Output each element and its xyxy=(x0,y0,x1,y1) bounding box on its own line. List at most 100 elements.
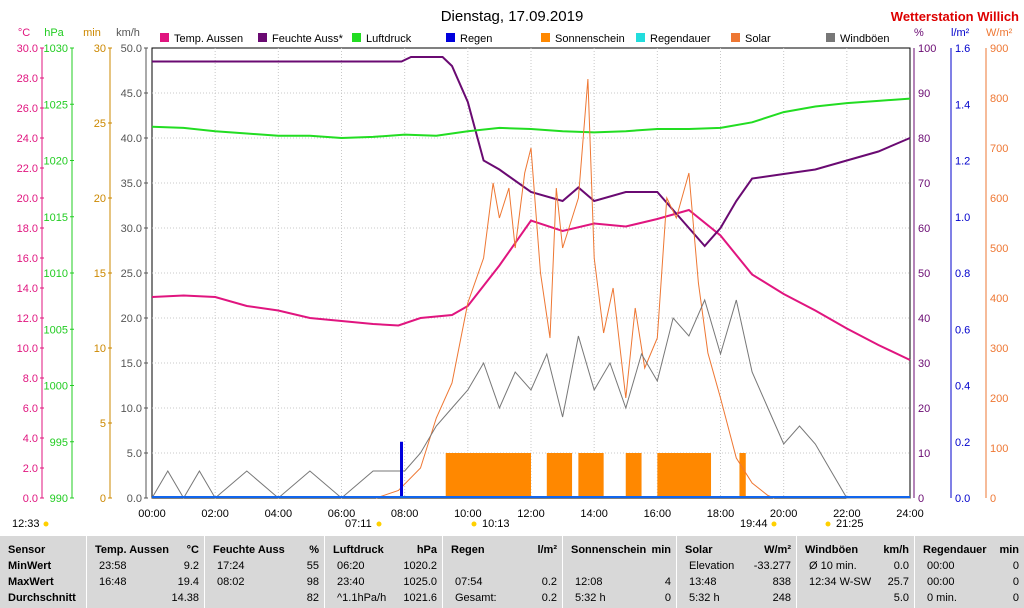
axis-tick-label: 50.0 xyxy=(121,43,142,55)
axis-tick-label: 800 xyxy=(990,93,1008,105)
marker-label: 10:13 xyxy=(482,518,510,530)
cell-value: 1025.0 xyxy=(403,576,437,588)
cell-time: 12:08 xyxy=(575,576,603,588)
column-unit: W/m² xyxy=(764,544,791,556)
weather-chart: Dienstag, 17.09.2019 Wetterstation Willi… xyxy=(12,8,1019,530)
axis-tick-label: 20.0 xyxy=(121,313,142,325)
cell-value: 0.2 xyxy=(541,576,557,588)
axis-tick-label: 14.0 xyxy=(17,283,38,295)
legend-swatch xyxy=(258,33,267,42)
sunshine-bar xyxy=(546,453,573,498)
series-line xyxy=(151,97,911,140)
axis-tick-label: 18.0 xyxy=(17,223,38,235)
axis-tick-label: 500 xyxy=(990,243,1008,255)
column-unit: l/m² xyxy=(537,544,557,556)
table-column: Solar W/m² Elevation -33.277 13:48 838 5:32 h 2… xyxy=(676,536,797,608)
x-tick-label: 14:00 xyxy=(580,508,608,520)
axis-tick-label: 30 xyxy=(94,43,106,55)
table-row-label: MinWert xyxy=(8,560,52,572)
axis-tick-label: 45.0 xyxy=(121,88,142,100)
axis-tick-label: 600 xyxy=(990,193,1008,205)
series-marks xyxy=(151,56,911,499)
axis-tick-label: 4.0 xyxy=(23,433,38,445)
table-column: Windböen km/h Ø 10 min. 0.0 12:34 W-SW 25.7 5.… xyxy=(796,536,915,608)
table-column: Regen l/m² 07:54 0.2 Gesamt: 0.2 xyxy=(442,536,563,608)
axis-tick-label: 25 xyxy=(94,118,106,130)
series-line xyxy=(151,298,910,499)
cell-time: 5:32 h xyxy=(575,592,606,604)
axis-tick-label: 20.0 xyxy=(17,193,38,205)
axis-tick-label: 12.0 xyxy=(17,313,38,325)
axis-tick-label: 8.0 xyxy=(23,373,38,385)
axis-tick-label: 28.0 xyxy=(17,73,38,85)
axis-tick-label: 1.6 xyxy=(955,43,970,55)
axis-tick-label: 1.2 xyxy=(955,156,970,168)
cell-value: 25.7 xyxy=(887,576,909,588)
statistics-table: Sensor MinWert MaxWert Durchschnitt Temp. Au… xyxy=(0,536,1024,608)
axis-tick-label: 0.2 xyxy=(955,437,970,449)
cell-time: 06:20 xyxy=(337,560,365,572)
column-name: Solar xyxy=(685,544,713,556)
axis-tick-label: 0 xyxy=(990,493,996,505)
legend-label: Feuchte Auss* xyxy=(272,33,344,45)
sunshine-bar xyxy=(578,453,604,498)
axis-tick-label: 5.0 xyxy=(127,448,142,460)
axis-tick-label: 1005 xyxy=(44,324,68,336)
legend-swatch xyxy=(541,33,550,42)
axis-tick-label: 0.0 xyxy=(23,493,38,505)
column-name: Feuchte Auss xyxy=(213,544,285,556)
sunshine-bar xyxy=(657,453,712,498)
marker-label: 12:33 xyxy=(12,518,40,530)
grid xyxy=(152,48,910,498)
table-column: Feuchte Auss% 17:24 55 08:02 98 82 xyxy=(204,536,325,608)
axis-tick-label: 50 xyxy=(918,268,930,280)
sunshine-bar xyxy=(445,453,531,498)
legend-label: Luftdruck xyxy=(366,33,412,45)
cell-value: 0.2 xyxy=(541,592,557,604)
cell-time: 23:40 xyxy=(337,576,365,588)
legend-label: Sonnenschein xyxy=(555,33,625,45)
axis-tick-label: 70 xyxy=(918,178,930,190)
cell-time: 23:58 xyxy=(99,560,127,572)
column-unit: hPa xyxy=(416,544,437,556)
series-line xyxy=(152,56,911,248)
axis-tick-label: 24.0 xyxy=(17,133,38,145)
column-unit: km/h xyxy=(883,544,909,556)
legend-swatch xyxy=(446,33,455,42)
x-tick-label: 20:00 xyxy=(770,508,798,520)
marker-dot xyxy=(825,521,831,527)
cell-time: 12:34 W-SW xyxy=(809,576,872,588)
legend-swatch xyxy=(160,33,169,42)
cell-time: 5:32 h xyxy=(689,592,720,604)
cell-time: 00:00 xyxy=(927,576,955,588)
axis-tick-label: 25.0 xyxy=(121,268,142,280)
axis-tick-label: 200 xyxy=(990,393,1008,405)
sunshine-bar xyxy=(739,453,746,498)
cell-value: 98 xyxy=(306,576,319,588)
axis-tick-label: 0.8 xyxy=(955,268,970,280)
cell-value: 1021.6 xyxy=(403,592,437,604)
table-column: Temp. Aussen °C 23:58 9.2 16:48 19.4 14.38 xyxy=(86,536,205,608)
axis-tick-label: 1000 xyxy=(44,381,68,393)
column-unit: % xyxy=(309,544,319,556)
axis-unit: % xyxy=(914,27,924,39)
column-name: Windböen xyxy=(805,544,859,556)
legend-label: Regendauer xyxy=(650,33,711,45)
axis-tick-label: 1015 xyxy=(44,212,68,224)
axis-tick-label: 0.0 xyxy=(127,493,142,505)
axis-tick-label: 400 xyxy=(990,293,1008,305)
axis-tick-label: 10 xyxy=(94,343,106,355)
axis-unit: l/m² xyxy=(951,27,970,39)
column-unit: °C xyxy=(186,544,199,556)
marker-label: 21:25 xyxy=(836,518,864,530)
x-tick-label: 06:00 xyxy=(328,508,356,520)
axis-tick-label: 100 xyxy=(990,443,1008,455)
cell-value: 248 xyxy=(772,592,791,604)
axis-tick-label: 20 xyxy=(918,403,930,415)
axis-tick-label: 700 xyxy=(990,143,1008,155)
cell-value: 838 xyxy=(772,576,791,588)
x-tick-label: 02:00 xyxy=(201,508,229,520)
cell-value: 0.0 xyxy=(893,560,909,572)
cell-time: Ø 10 min. xyxy=(809,560,857,572)
axis-tick-label: 0.0 xyxy=(955,493,970,505)
